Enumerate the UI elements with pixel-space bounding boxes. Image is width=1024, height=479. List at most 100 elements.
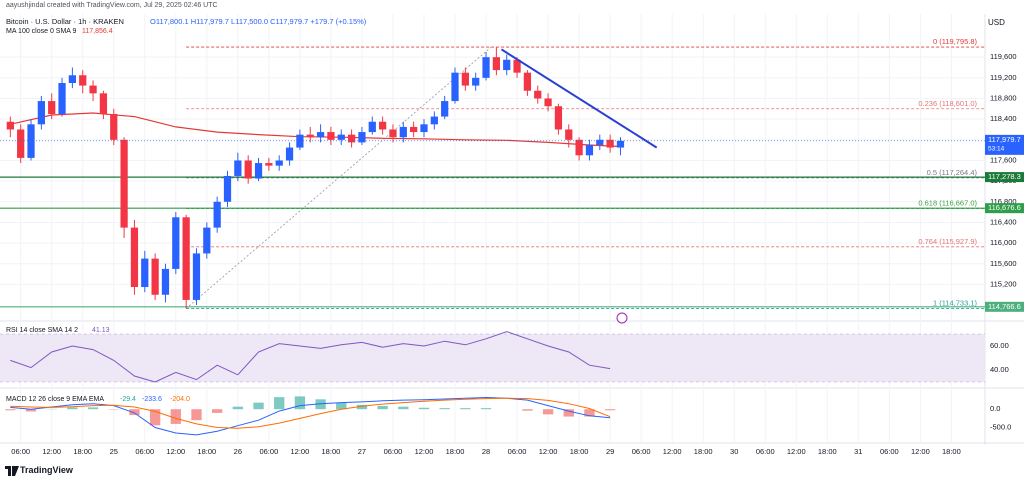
x-tick-label: 30 bbox=[730, 447, 738, 456]
logo: TradingView bbox=[20, 465, 73, 475]
x-tick-label: 06:00 bbox=[259, 447, 278, 456]
x-tick-label: 18:00 bbox=[197, 447, 216, 456]
candle-body bbox=[141, 258, 149, 288]
x-tick-label: 12:00 bbox=[787, 447, 806, 456]
candle-body bbox=[534, 90, 542, 99]
x-tick-label: 06:00 bbox=[756, 447, 775, 456]
histogram-bar bbox=[87, 407, 99, 410]
candle-body bbox=[27, 124, 35, 158]
candle-body bbox=[161, 268, 170, 295]
price-line-tag bbox=[985, 172, 1024, 183]
candle-body bbox=[296, 134, 304, 148]
candle-body bbox=[596, 139, 604, 145]
signal-value: -204.0 bbox=[170, 396, 190, 403]
macd-value: -233.6 bbox=[142, 396, 162, 403]
candle-body bbox=[244, 160, 252, 179]
x-tick-label: 18:00 bbox=[942, 447, 961, 456]
candle-body bbox=[430, 116, 438, 125]
candle-body bbox=[58, 83, 66, 114]
symbol: Bitcoin · U.S. Dollar · 1h · KRAKEN bbox=[6, 17, 124, 26]
logo-icon bbox=[5, 466, 19, 476]
fib-label: 0 (119,795.8) bbox=[933, 37, 978, 46]
y-tick-label: 115,600 bbox=[990, 259, 1017, 268]
x-tick-label: 06:00 bbox=[880, 447, 899, 456]
candle-body bbox=[472, 77, 480, 86]
histogram-bar bbox=[5, 409, 16, 411]
y-tick-label: 60.00 bbox=[990, 341, 1009, 350]
x-tick-label: 12:00 bbox=[42, 447, 61, 456]
x-tick-label: 12:00 bbox=[911, 447, 930, 456]
candle-body bbox=[368, 121, 376, 133]
candle-body bbox=[306, 134, 314, 138]
candle-body bbox=[503, 59, 511, 71]
histogram-bar bbox=[149, 409, 161, 426]
candle-body bbox=[379, 121, 387, 130]
histogram-bar bbox=[25, 409, 37, 412]
candle-body bbox=[575, 139, 583, 156]
y-tick-label: 118,800 bbox=[990, 93, 1017, 102]
x-tick-label: 27 bbox=[358, 447, 366, 456]
histogram-bar bbox=[542, 409, 554, 415]
histogram-bar bbox=[377, 405, 388, 410]
candle-body bbox=[337, 134, 345, 140]
candle-body bbox=[410, 126, 418, 133]
histogram-bar bbox=[480, 408, 492, 410]
x-tick-label: 25 bbox=[110, 447, 118, 456]
candle-body bbox=[48, 101, 56, 114]
histogram-bar bbox=[460, 408, 471, 410]
y-tick-label: 40.00 bbox=[990, 365, 1009, 374]
candle-body bbox=[68, 75, 77, 83]
candle-body bbox=[213, 201, 221, 228]
histogram-bar bbox=[315, 399, 326, 410]
candle-body bbox=[399, 126, 407, 138]
histogram-bar bbox=[67, 407, 78, 410]
candle-body bbox=[89, 85, 97, 94]
candle-body bbox=[120, 139, 128, 228]
moving-average bbox=[10, 112, 621, 148]
candle-body bbox=[265, 163, 273, 166]
histogram-bar bbox=[563, 409, 574, 417]
x-tick-label: 28 bbox=[482, 447, 490, 456]
histogram-bar bbox=[356, 404, 368, 410]
candle-body bbox=[234, 160, 242, 176]
histogram-bar bbox=[232, 406, 244, 410]
candle-body bbox=[492, 57, 500, 71]
attribution: aayushjindal created with TradingView.co… bbox=[6, 2, 218, 9]
x-tick-label: 06:00 bbox=[135, 447, 154, 456]
ohlc: O117,800.1 H117,979.7 L117,500.0 C117,97… bbox=[150, 17, 367, 26]
last-price-label: 117,979.7 bbox=[988, 135, 1021, 144]
candle-body bbox=[513, 59, 521, 73]
candle-body bbox=[565, 129, 573, 140]
candle-body bbox=[316, 132, 325, 138]
histogram-bar bbox=[253, 402, 264, 410]
histogram-bar bbox=[522, 409, 533, 411]
histogram-bar bbox=[398, 406, 409, 410]
histogram-bar bbox=[336, 402, 347, 410]
x-tick-label: 18:00 bbox=[570, 447, 589, 456]
x-tick-label: 18:00 bbox=[322, 447, 341, 456]
histogram-bar bbox=[274, 397, 285, 410]
price-line-tag bbox=[985, 203, 1024, 214]
alert-icon bbox=[616, 312, 628, 324]
candle-body bbox=[358, 132, 366, 143]
histogram-bar bbox=[604, 409, 616, 411]
candle-body bbox=[482, 57, 490, 78]
macd-legend: MACD 12 26 close 9 EMA EMA bbox=[6, 396, 105, 403]
x-tick-label: 18:00 bbox=[73, 447, 92, 456]
candle-body bbox=[585, 144, 594, 156]
candle-body bbox=[151, 258, 159, 295]
x-tick-label: 12:00 bbox=[166, 447, 185, 456]
y-tick-label: 116,800 bbox=[990, 197, 1017, 206]
x-tick-label: 18:00 bbox=[694, 447, 713, 456]
candle-body bbox=[192, 253, 201, 300]
x-tick-label: 29 bbox=[606, 447, 614, 456]
candle-body bbox=[616, 140, 625, 148]
candle-body bbox=[606, 139, 614, 148]
histogram-bar bbox=[191, 409, 202, 421]
histogram-bar bbox=[170, 409, 181, 424]
y-tick-label: 117,600 bbox=[990, 155, 1017, 164]
candle-body bbox=[17, 129, 25, 158]
fib-anchor-line bbox=[185, 46, 492, 309]
